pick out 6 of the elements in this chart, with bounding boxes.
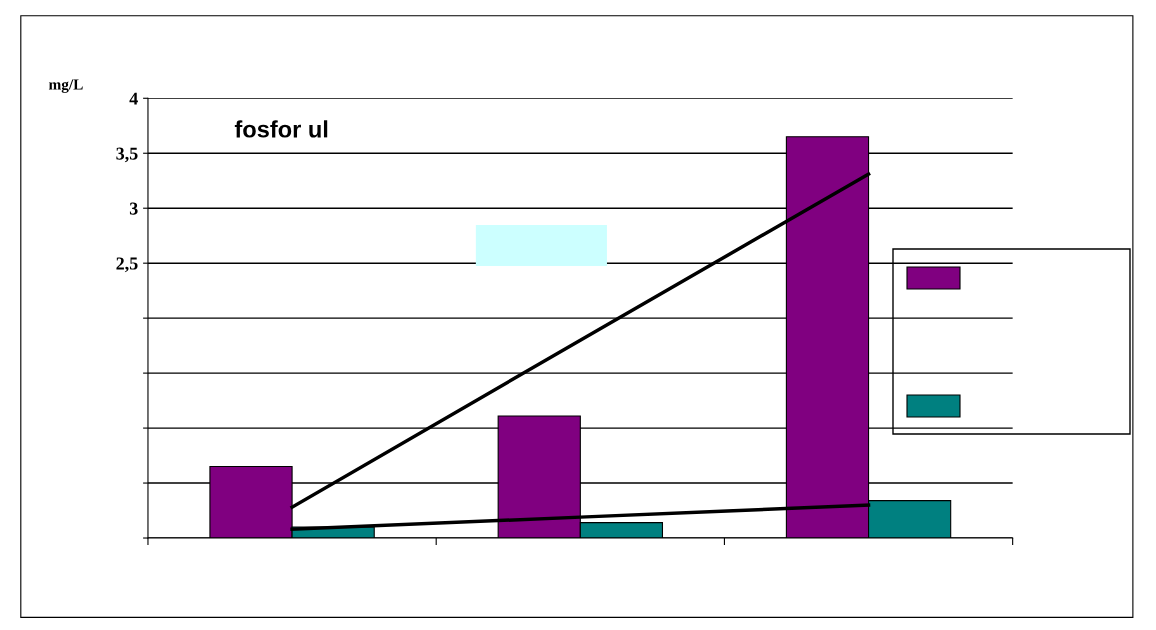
y-axis-title: mg/L bbox=[48, 79, 83, 93]
y-tick-label: 3 bbox=[129, 202, 138, 215]
y-tick-label: 2,5 bbox=[116, 257, 138, 273]
text: fosfor ul bbox=[234, 120, 328, 138]
y-tick-label: 4 bbox=[129, 92, 138, 105]
y-tick-label: 3,5 bbox=[116, 147, 138, 163]
